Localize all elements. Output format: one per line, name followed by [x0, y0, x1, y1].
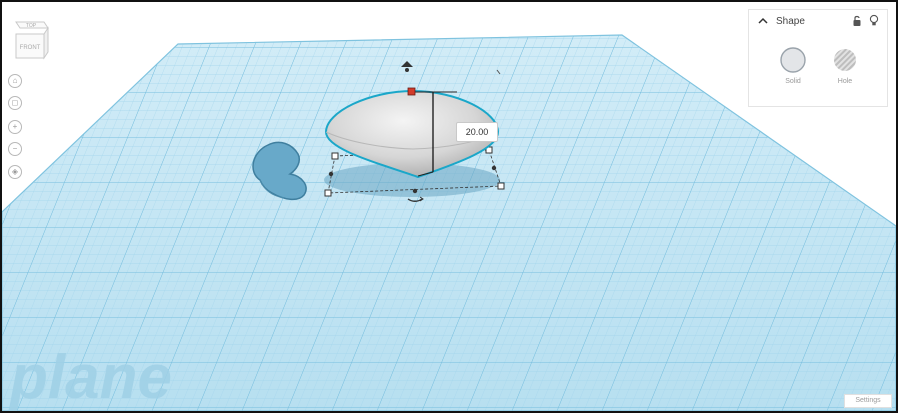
lock-icon[interactable]: [852, 15, 862, 27]
rotate-arrow-icon: [419, 196, 424, 202]
hole-swatch-icon[interactable]: [831, 46, 859, 74]
hole-label: Hole: [837, 78, 853, 85]
height-dimension[interactable]: [407, 87, 457, 177]
settings-button[interactable]: Settings: [844, 394, 892, 408]
resize-handle[interactable]: [324, 189, 332, 197]
lightbulb-icon[interactable]: [869, 14, 879, 27]
chevron-up-icon[interactable]: [757, 15, 769, 27]
resize-handle[interactable]: [412, 188, 418, 194]
cursor-mark: [496, 69, 501, 75]
view-cube[interactable]: TOP FRONT: [10, 14, 50, 62]
home-view-icon[interactable]: ⌂: [8, 74, 22, 88]
height-handle[interactable]: [407, 87, 416, 96]
height-value-input[interactable]: 20.00: [456, 122, 498, 142]
resize-handle[interactable]: [331, 152, 339, 160]
shape-shadow: [324, 163, 500, 197]
workplane-label: plane: [8, 343, 172, 411]
view-cube-front-label: FRONT: [20, 45, 41, 51]
solid-swatch-icon[interactable]: [779, 46, 807, 74]
inspector-header[interactable]: Shape: [749, 10, 889, 34]
fit-view-icon[interactable]: ◻: [8, 96, 22, 110]
rotate-handle-icon[interactable]: [407, 198, 423, 202]
perspective-icon[interactable]: ◈: [8, 165, 22, 179]
zoom-out-icon[interactable]: −: [8, 142, 22, 156]
zoom-in-icon[interactable]: +: [8, 120, 22, 134]
hole-option[interactable]: Hole: [825, 46, 865, 96]
view-cube-top-label: TOP: [26, 23, 37, 29]
solid-label: Solid: [785, 78, 801, 85]
inspector-title: Shape: [776, 16, 805, 27]
workplane-grid[interactable]: [2, 34, 896, 411]
resize-handle[interactable]: [491, 165, 497, 171]
heart-shape[interactable]: [252, 141, 307, 201]
shape-inspector-panel: Shape Solid: [748, 9, 888, 107]
solid-option[interactable]: Solid: [773, 46, 813, 96]
selected-paraboloid-shape[interactable]: [324, 89, 500, 179]
resize-handle[interactable]: [497, 182, 505, 190]
resize-handle[interactable]: [328, 171, 334, 177]
lift-arrow-icon[interactable]: [401, 61, 413, 72]
